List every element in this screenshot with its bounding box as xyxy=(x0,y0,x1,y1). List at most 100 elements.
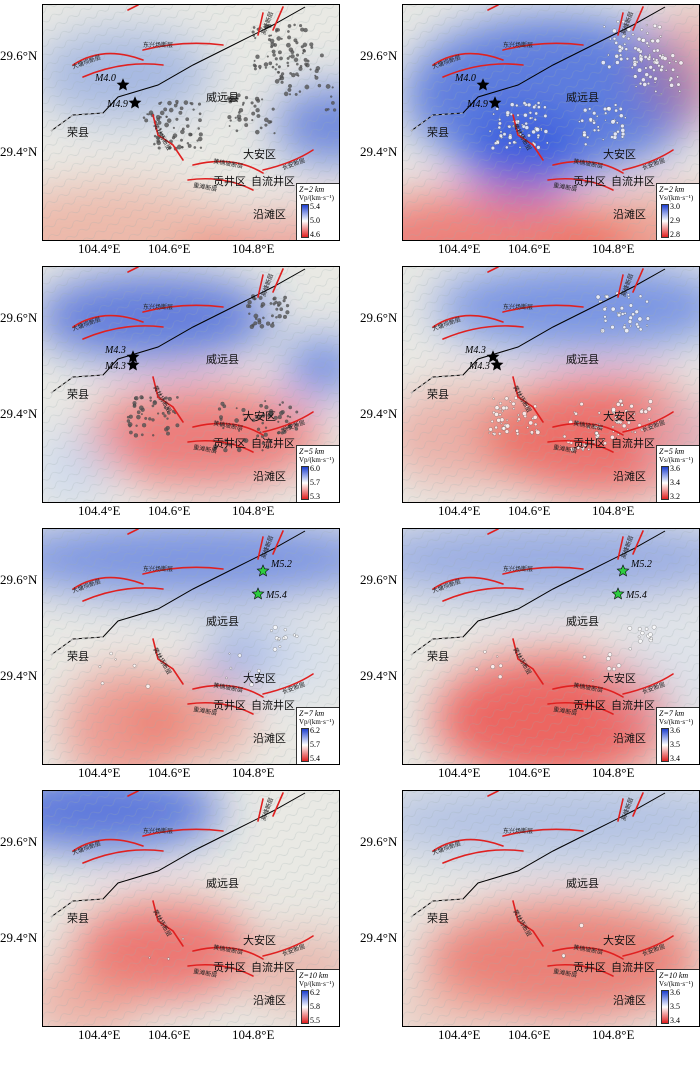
earthquake-label: M4.3 xyxy=(464,345,486,356)
place-label: 自流井区 xyxy=(611,698,655,712)
place-label: 荣县 xyxy=(67,912,89,925)
colorbar-tick: 3.6 xyxy=(670,988,680,997)
place-label: 自流井区 xyxy=(251,960,295,974)
colorbar-tick: 5.7 xyxy=(310,478,320,487)
velocity-map: 东兴场断层大塘坝断层高峰断层黄林场断层黄桷坡断层重滩断层长安断层威远县荣县大安区… xyxy=(403,267,699,502)
earthquake-star-icon xyxy=(488,96,502,109)
place-label: 沿滩区 xyxy=(253,469,286,483)
place-label: 荣县 xyxy=(427,912,449,925)
map-frame: 东兴场断层 大塘坝断层 高峰断层 黄林场断层 黄桷坡断层 重滩断层 长安断层 威远县 荣县 大安区… xyxy=(42,528,340,765)
colorbar xyxy=(661,204,669,238)
earthquake-label: M5.4 xyxy=(265,590,287,601)
colorbar-legend: Z=2 km Vp/(km·s⁻¹) 5.4 5.0 4.6 xyxy=(296,183,339,240)
place-label: 威远县 xyxy=(566,353,599,366)
longitude-label: 104.8°E xyxy=(232,1027,275,1042)
longitude-label: 104.6°E xyxy=(148,241,191,256)
colorbar-legend: Z=5 km Vp/(km·s⁻¹) 6.0 5.7 5.3 xyxy=(296,445,339,502)
earthquake-label: M4.0 xyxy=(94,73,116,84)
earthquake-label: M4.0 xyxy=(454,73,476,84)
colorbar-tick: 5.7 xyxy=(310,740,320,749)
unit-label: Vs/(km·s⁻¹) xyxy=(659,194,694,202)
longitude-label: 104.8°E xyxy=(592,503,635,518)
fault-label: 东兴场断层 xyxy=(503,303,533,311)
place-label: 威远县 xyxy=(566,877,599,890)
fault-label: 东兴场断层 xyxy=(143,565,173,573)
map-frame: 东兴场断层 大塘坝断层 高峰断层 黄林场断层 黄桷坡断层 重滩断层 长安断层 威远县 荣县 大安区… xyxy=(42,266,340,503)
place-label: 沿滩区 xyxy=(613,993,646,1007)
longitude-label: 104.8°E xyxy=(232,765,275,780)
place-label: 贡井区 xyxy=(573,698,606,712)
longitude-label: 104.6°E xyxy=(508,503,551,518)
earthquake-label: M4.3 xyxy=(104,361,126,372)
depth-label: Z=10 km xyxy=(659,971,689,980)
map-frame: 东兴场断层 大塘坝断层 高峰断层 黄林场断层 黄桷坡断层 重滩断层 长安断层 威远县 荣县 大安区… xyxy=(42,790,340,1027)
place-label: 贡井区 xyxy=(213,174,246,188)
longitude-label: 104.4°E xyxy=(78,241,121,256)
depth-label: Z=5 km xyxy=(299,447,325,456)
place-label: 威远县 xyxy=(566,91,599,104)
earthquake-star-icon xyxy=(490,358,504,371)
colorbar-tick: 5.0 xyxy=(310,216,320,225)
velocity-map: 东兴场断层大塘坝断层高峰断层黄林场断层黄桷坡断层重滩断层长安断层威远县荣县大安区… xyxy=(43,529,339,764)
place-label: 沿滩区 xyxy=(613,469,646,483)
longitude-label: 104.4°E xyxy=(438,503,481,518)
map-frame: 东兴场断层 大塘坝断层 高峰断层 黄林场断层 黄桷坡断层 重滩断层 长安断层 威远县 荣县 大安区… xyxy=(402,528,700,765)
longitude-label: 104.4°E xyxy=(438,765,481,780)
place-label: 沿滩区 xyxy=(613,731,646,745)
latitude-label: 29.4°N xyxy=(0,406,38,421)
fault-label: 东兴场断层 xyxy=(143,303,173,311)
place-label: 威远县 xyxy=(566,615,599,628)
colorbar xyxy=(301,990,309,1024)
colorbar-tick: 3.2 xyxy=(670,492,680,501)
longitude-label: 104.6°E xyxy=(148,765,191,780)
place-label: 大安区 xyxy=(243,147,276,161)
earthquake-label: M4.3 xyxy=(468,361,490,372)
unit-label: Vp/(km·s⁻¹) xyxy=(299,980,334,988)
place-label: 威远县 xyxy=(206,91,239,104)
place-label: 威远县 xyxy=(206,877,239,890)
place-label: 自流井区 xyxy=(611,960,655,974)
place-label: 沿滩区 xyxy=(253,207,286,221)
colorbar-tick: 3.6 xyxy=(670,726,680,735)
colorbar-tick: 3.5 xyxy=(670,1002,680,1011)
place-label: 荣县 xyxy=(427,126,449,139)
place-label: 荣县 xyxy=(427,388,449,401)
latitude-label: 29.6°N xyxy=(0,834,38,849)
place-label: 自流井区 xyxy=(251,436,295,450)
colorbar xyxy=(661,466,669,500)
colorbar-legend: Z=7 km Vs/(km·s⁻¹) 3.6 3.5 3.4 xyxy=(656,707,699,764)
velocity-map: 东兴场断层大塘坝断层高峰断层黄林场断层黄桷坡断层重滩断层长安断层威远县荣县大安区… xyxy=(43,267,339,502)
earthquake-star-icon xyxy=(476,78,490,91)
longitude-label: 104.8°E xyxy=(592,241,635,256)
longitude-label: 104.6°E xyxy=(508,765,551,780)
place-label: 贡井区 xyxy=(213,698,246,712)
velocity-map: 东兴场断层大塘坝断层高峰断层黄林场断层黄桷坡断层重滩断层长安断层威远县荣县大安区… xyxy=(403,791,699,1026)
place-label: 自流井区 xyxy=(251,698,295,712)
earthquake-star-icon xyxy=(486,350,500,363)
colorbar-tick: 2.8 xyxy=(670,230,680,239)
place-label: 自流井区 xyxy=(251,174,295,188)
latitude-label: 29.4°N xyxy=(0,930,38,945)
colorbar xyxy=(661,990,669,1024)
colorbar-legend: Z=10 km Vs/(km·s⁻¹) 3.6 3.5 3.4 xyxy=(656,969,699,1026)
earthquake-label: M4.9 xyxy=(466,99,488,110)
latitude-label: 29.6°N xyxy=(360,834,398,849)
longitude-label: 104.6°E xyxy=(508,241,551,256)
colorbar-tick: 3.4 xyxy=(670,478,680,487)
colorbar-tick: 6.2 xyxy=(310,988,320,997)
unit-label: Vp/(km·s⁻¹) xyxy=(299,718,334,726)
place-label: 贡井区 xyxy=(213,436,246,450)
longitude-label: 104.6°E xyxy=(148,503,191,518)
longitude-label: 104.6°E xyxy=(508,1027,551,1042)
colorbar-tick: 6.2 xyxy=(310,726,320,735)
place-label: 沿滩区 xyxy=(613,207,646,221)
place-label: 大安区 xyxy=(603,147,636,161)
colorbar-legend: Z=7 km Vp/(km·s⁻¹) 6.2 5.7 5.4 xyxy=(296,707,339,764)
colorbar-tick: 3.0 xyxy=(670,202,680,211)
latitude-label: 29.6°N xyxy=(0,310,38,325)
place-label: 自流井区 xyxy=(611,436,655,450)
place-label: 荣县 xyxy=(67,388,89,401)
unit-label: Vp/(km·s⁻¹) xyxy=(299,194,334,202)
place-label: 贡井区 xyxy=(573,174,606,188)
place-label: 自流井区 xyxy=(611,174,655,188)
